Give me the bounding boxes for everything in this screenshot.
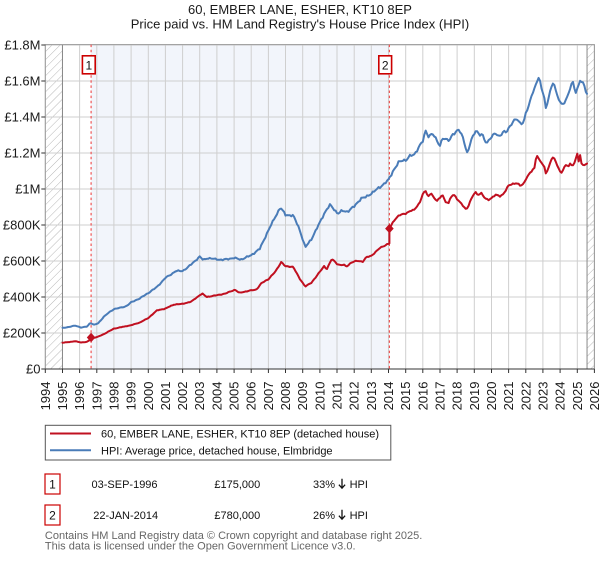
- svg-text:26%: 26%: [313, 510, 335, 522]
- svg-text:03-SEP-1996: 03-SEP-1996: [92, 479, 158, 491]
- svg-text:2002: 2002: [175, 382, 190, 411]
- svg-text:£1.2M: £1.2M: [4, 146, 40, 161]
- svg-text:60, EMBER LANE, ESHER, KT10 8E: 60, EMBER LANE, ESHER, KT10 8EP (detache…: [101, 429, 379, 441]
- svg-text:2014: 2014: [381, 382, 396, 411]
- svg-text:£200K: £200K: [3, 326, 41, 341]
- svg-text:Contains HM Land Registry data: Contains HM Land Registry data © Crown c…: [45, 530, 422, 542]
- svg-text:2008: 2008: [278, 382, 293, 411]
- svg-text:£1.6M: £1.6M: [4, 74, 40, 89]
- svg-text:2009: 2009: [295, 382, 310, 411]
- svg-text:2019: 2019: [467, 382, 482, 411]
- svg-text:£1M: £1M: [15, 182, 40, 197]
- svg-text:2020: 2020: [484, 382, 499, 411]
- svg-text:2: 2: [382, 58, 389, 72]
- svg-text:HPI: HPI: [350, 479, 368, 491]
- svg-text:2003: 2003: [192, 382, 207, 411]
- svg-text:£175,000: £175,000: [214, 479, 260, 491]
- svg-text:2012: 2012: [347, 382, 362, 411]
- svg-text:2010: 2010: [312, 382, 327, 411]
- svg-text:2017: 2017: [433, 382, 448, 411]
- svg-text:1: 1: [49, 478, 56, 492]
- svg-text:22-JAN-2014: 22-JAN-2014: [93, 510, 158, 522]
- svg-text:2011: 2011: [330, 382, 345, 410]
- svg-text:2025: 2025: [570, 382, 585, 411]
- svg-text:£1.4M: £1.4M: [4, 110, 40, 125]
- svg-text:1998: 1998: [106, 382, 121, 411]
- svg-text:2004: 2004: [209, 382, 224, 411]
- svg-text:2024: 2024: [553, 382, 568, 411]
- svg-text:Price paid vs. HM Land Registr: Price paid vs. HM Land Registry's House …: [131, 17, 469, 32]
- svg-text:2022: 2022: [518, 382, 533, 411]
- svg-text:1995: 1995: [55, 382, 70, 411]
- svg-text:HPI: HPI: [350, 510, 368, 522]
- svg-text:HPI: Average price, detached h: HPI: Average price, detached house, Elmb…: [101, 445, 333, 457]
- svg-text:2: 2: [49, 509, 56, 523]
- svg-text:2007: 2007: [261, 382, 276, 411]
- svg-text:1997: 1997: [89, 382, 104, 411]
- svg-text:£400K: £400K: [3, 290, 41, 305]
- svg-text:2006: 2006: [244, 382, 259, 411]
- svg-text:2015: 2015: [398, 382, 413, 411]
- svg-text:2023: 2023: [535, 382, 550, 411]
- svg-text:This data is licensed under th: This data is licensed under the Open Gov…: [45, 541, 356, 553]
- svg-text:£780,000: £780,000: [214, 510, 260, 522]
- svg-text:2018: 2018: [450, 382, 465, 411]
- svg-text:£600K: £600K: [3, 254, 41, 269]
- svg-text:2016: 2016: [415, 382, 430, 411]
- svg-text:2000: 2000: [141, 382, 156, 411]
- svg-text:£0: £0: [26, 362, 40, 377]
- svg-text:1999: 1999: [124, 382, 139, 411]
- svg-text:£800K: £800K: [3, 218, 41, 233]
- svg-text:1996: 1996: [72, 382, 87, 411]
- svg-text:1: 1: [85, 58, 92, 72]
- svg-text:2026: 2026: [587, 382, 600, 411]
- svg-text:1994: 1994: [38, 382, 53, 411]
- svg-text:2013: 2013: [364, 382, 379, 411]
- svg-text:2005: 2005: [227, 382, 242, 411]
- svg-text:2021: 2021: [501, 382, 516, 411]
- svg-text:2001: 2001: [158, 382, 173, 411]
- svg-text:£1.8M: £1.8M: [4, 38, 40, 53]
- svg-text:33%: 33%: [313, 479, 335, 491]
- svg-text:60, EMBER LANE, ESHER, KT10 8E: 60, EMBER LANE, ESHER, KT10 8EP: [188, 2, 412, 17]
